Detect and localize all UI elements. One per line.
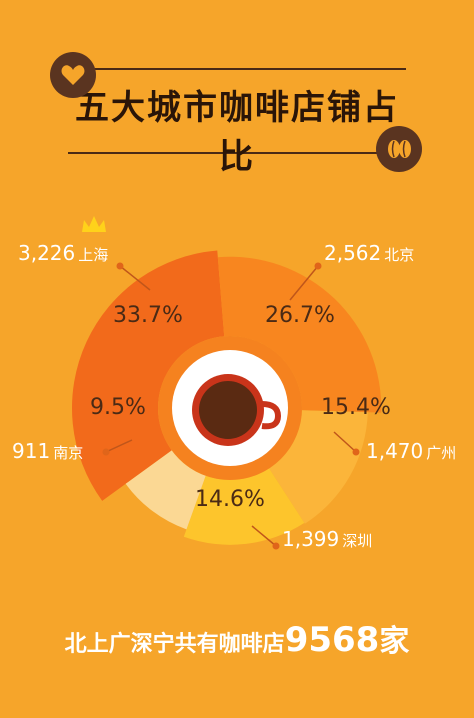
percent-label-广州: 15.4% xyxy=(321,395,391,420)
leader-lines xyxy=(102,262,360,550)
leader-line-广州 xyxy=(333,431,357,453)
percent-label-北京: 26.7% xyxy=(265,303,335,328)
summary-text: 北上广深宁共有咖啡店9568家 xyxy=(0,616,474,660)
leader-dot-广州 xyxy=(352,448,360,456)
leader-line-南京 xyxy=(105,439,133,453)
leader-line-北京 xyxy=(289,265,319,301)
slice-北京 xyxy=(217,256,382,413)
crown-icon xyxy=(82,216,106,232)
slices-group xyxy=(71,250,382,545)
heart-icon xyxy=(50,52,96,98)
slice-深圳 xyxy=(183,468,305,545)
percent-label-上海: 33.7% xyxy=(113,303,183,328)
slice-广州 xyxy=(269,410,368,524)
title-frame: 五大城市咖啡店铺占比 xyxy=(68,68,406,177)
value-label-北京: 2,562 北京 xyxy=(324,241,414,265)
coffee-bean-icon xyxy=(376,126,422,172)
value-label-广州: 1,470 广州 xyxy=(366,439,456,463)
leader-dot-深圳 xyxy=(272,542,280,550)
summary-prefix: 北上广深宁共有咖啡店 xyxy=(64,632,285,657)
coffee-cup-icon xyxy=(158,336,302,480)
value-label-南京: 911 南京 xyxy=(12,439,83,463)
labels-group: 33.7% 3,226 上海 26.7% 2,562 北京 15.4% 1,470 广州 14.6… xyxy=(12,241,456,551)
slice-上海 xyxy=(71,250,225,501)
summary-unit: 家 xyxy=(379,624,410,659)
chart-title: 五大城市咖啡店铺占比 xyxy=(75,88,399,177)
leader-line-深圳 xyxy=(251,525,277,547)
leader-dot-北京 xyxy=(314,262,322,270)
leader-dot-上海 xyxy=(116,262,124,270)
percent-label-南京: 9.5% xyxy=(90,395,146,420)
summary-total: 9568 xyxy=(284,620,380,660)
value-label-上海: 3,226 上海 xyxy=(18,241,108,265)
value-label-深圳: 1,399 深圳 xyxy=(282,527,372,551)
leader-line-上海 xyxy=(119,265,151,291)
percent-label-深圳: 14.6% xyxy=(195,487,265,512)
slice-南京 xyxy=(125,450,206,530)
leader-dot-南京 xyxy=(102,448,110,456)
